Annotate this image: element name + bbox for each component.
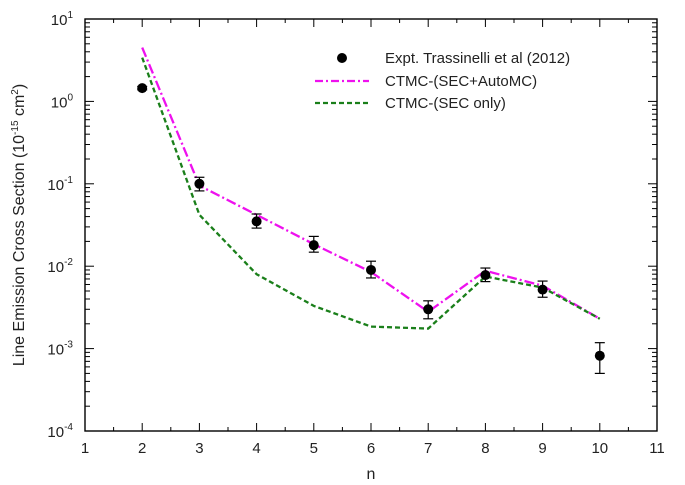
y-tick-label: 10-2 — [47, 257, 73, 276]
series-line-2 — [141, 57, 601, 330]
data-point — [480, 270, 491, 281]
y-tick-label: 10-1 — [47, 175, 73, 194]
legend-marker-expt — [337, 53, 347, 63]
legend-label-sec-automc: CTMC-(SEC+AutoMC) — [385, 73, 537, 90]
data-point — [537, 284, 548, 295]
data-point — [423, 304, 434, 315]
y-axis-label-exp: -15 — [10, 120, 21, 135]
y-axis-label: Line Emission Cross Section (10-15 cm2) — [10, 84, 28, 366]
x-tick-label: 1 — [81, 440, 89, 457]
y-tick-label: 100 — [51, 92, 74, 111]
data-point — [137, 83, 148, 94]
x-tick-label: 11 — [649, 440, 665, 457]
x-tick-label: 2 — [138, 440, 146, 457]
legend-label-expt: Expt. Trassinelli et al (2012) — [385, 50, 570, 67]
x-tick-label: 10 — [591, 440, 608, 457]
data-point — [308, 240, 319, 251]
x-tick-label: 7 — [424, 440, 432, 457]
y-tick-label: 101 — [51, 10, 74, 29]
x-tick-label: 5 — [310, 440, 318, 457]
legend-label-sec-only: CTMC-(SEC only) — [385, 95, 506, 112]
x-axis-label: n — [367, 466, 376, 483]
series-line-1 — [141, 47, 601, 320]
y-tick-label: 10-4 — [47, 422, 73, 441]
x-tick-label: 3 — [195, 440, 203, 457]
y-tick-label: 10-3 — [47, 340, 73, 359]
y-axis-label-unit-exp: 2 — [10, 89, 21, 95]
ticks-layer: 1 2 3 4 5 6 7 8 9 10 11 10-4 10-3 10-2 10-1 100 101 — [47, 10, 664, 457]
x-tick-label: 9 — [538, 440, 546, 457]
x-tick-label: 6 — [367, 440, 375, 457]
plot-frame — [84, 18, 658, 432]
x-tick-label: 4 — [252, 440, 260, 457]
legend: Expt. Trassinelli et al (2012) CTMC-(SEC… — [315, 50, 570, 112]
data-point — [366, 264, 376, 275]
data-point — [594, 350, 605, 361]
x-tick-label: 8 — [481, 440, 489, 457]
data-point — [194, 178, 205, 189]
data-point — [251, 216, 262, 227]
series-layer — [137, 47, 605, 375]
